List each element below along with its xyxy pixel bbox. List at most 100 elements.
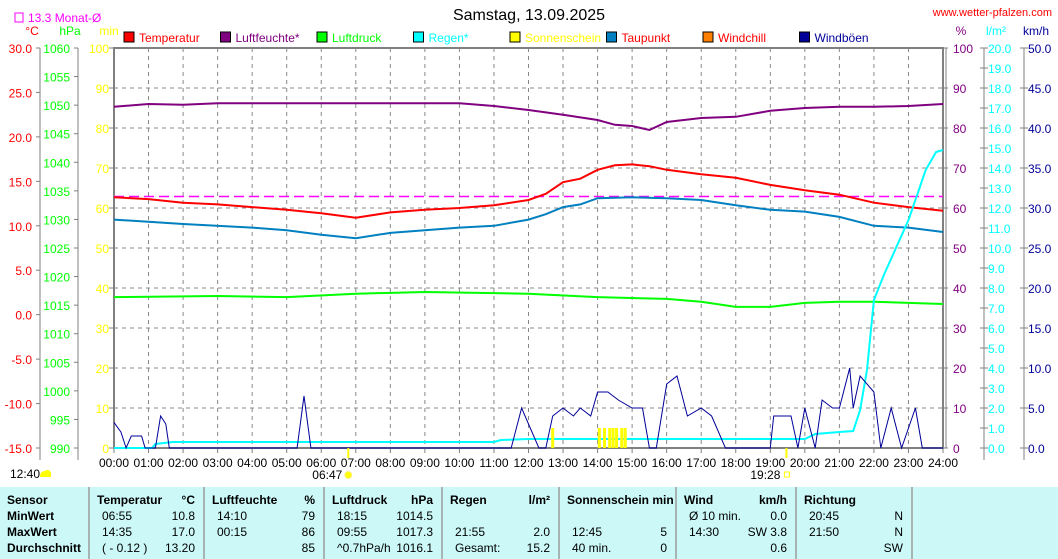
temp-time: ( - 0.12 ) xyxy=(102,541,148,555)
x-tick-label: 14:00 xyxy=(583,456,613,470)
wind-value: 0.6 xyxy=(770,541,787,555)
press-value: 1014.5 xyxy=(396,509,433,523)
x-tick-label: 19:00 xyxy=(755,456,785,470)
moon-icon xyxy=(783,471,790,478)
axis-tick-label-rain: 10.0 xyxy=(988,242,1012,256)
series-line-luftfeuchte xyxy=(113,102,944,132)
col-empty xyxy=(913,487,1058,559)
wind-time: Ø 10 min. xyxy=(689,509,742,523)
statistics-table: Sensor MinWert MaxWert Durchschnitt Temp… xyxy=(0,487,1058,559)
axis-tick-label-min: 90 xyxy=(96,82,110,96)
dir-value: N xyxy=(894,509,903,523)
cloud-icon xyxy=(40,469,51,477)
x-tick-label: 17:00 xyxy=(686,456,716,470)
axis-tick-label-hpa: 1060 xyxy=(43,42,70,56)
legend-label: Temperatur xyxy=(139,31,200,45)
axis-tick-label-kmh: 0.0 xyxy=(1028,442,1045,456)
axis-unit-rain: l/m² xyxy=(986,24,1006,38)
axis-tick-label-rain: 0.0 xyxy=(988,442,1005,456)
header-hum-unit: % xyxy=(304,493,315,507)
axis-tick-label-rain: 4.0 xyxy=(988,362,1005,376)
sunshine-bar xyxy=(551,428,555,448)
rain-value: 2.0 xyxy=(533,525,550,539)
axis-tick-label-percent: 20 xyxy=(953,362,967,376)
col-wind: Wind km/h Ø 10 min. 0.0 14:30 SW 3.8 0.6 xyxy=(677,487,797,559)
dir-value: N xyxy=(894,525,903,539)
sun-icon xyxy=(344,471,353,479)
col-hum: Luftfeuchte% 14:10 79 00:15 86 85 xyxy=(205,487,325,559)
axis-tick-label-rain: 19.0 xyxy=(988,62,1012,76)
series-line-windböen xyxy=(113,367,943,450)
axis-tick-label-celsius: 30.0 xyxy=(9,42,33,56)
axis-tick-label-percent: 50 xyxy=(953,242,967,256)
series-line-luftdruck xyxy=(113,290,944,308)
legend-swatch xyxy=(509,31,521,43)
sun-time: 40 min. xyxy=(572,541,612,555)
header-rain-unit: l/m² xyxy=(528,493,550,507)
sun-value: 5 xyxy=(660,525,667,539)
axis-tick-label-celsius: 10.0 xyxy=(9,220,33,234)
axis-tick-label-hpa: 1040 xyxy=(43,156,70,170)
hum-value: 85 xyxy=(301,541,315,555)
sunset-time: 19:28 xyxy=(750,468,780,482)
sunshine-bar xyxy=(597,428,601,448)
rain-time: 21:55 xyxy=(455,525,486,539)
press-time: ^0.7hPa/h xyxy=(337,541,391,555)
wind-value: 0.0 xyxy=(770,509,787,523)
temp-value: 17.0 xyxy=(171,525,195,539)
axis-tick-label-kmh: 25.0 xyxy=(1028,242,1052,256)
axis-tick-label-kmh: 5.0 xyxy=(1028,402,1045,416)
axis-tick-label-hpa: 1055 xyxy=(43,71,70,85)
sunshine-bar xyxy=(608,428,612,448)
rain-value: 15.2 xyxy=(526,541,550,555)
legend-swatch xyxy=(702,31,714,43)
hum-time: 00:15 xyxy=(217,525,248,539)
axis-tick-label-rain: 7.0 xyxy=(988,302,1005,316)
hum-value: 86 xyxy=(301,525,315,539)
weather-chart: Samstag, 13.09.2025 www.wetter-pfalzen.co… xyxy=(5,7,1052,482)
header-rain: Regen xyxy=(450,493,487,507)
x-tick-label: 11:00 xyxy=(479,456,508,470)
site-url: www.wetter-pfalzen.com xyxy=(932,7,1052,19)
axis-tick-label-kmh: 10.0 xyxy=(1028,362,1052,376)
axis-unit-kmh: km/h xyxy=(1023,24,1049,38)
axis-tick-label-min: 40 xyxy=(96,282,110,296)
axis-tick-label-rain: 11.0 xyxy=(988,222,1011,236)
axis-tick-label-rain: 14.0 xyxy=(988,162,1012,176)
sunshine-bar xyxy=(615,428,619,448)
x-tick-label: 24:00 xyxy=(928,456,958,470)
cloud-time: 12:40 xyxy=(10,467,40,481)
axis-tick-label-percent: 0 xyxy=(953,442,960,456)
legend-swatch xyxy=(413,31,424,43)
sunrise-time: 06:47 xyxy=(312,468,342,482)
axis-tick-label-rain: 9.0 xyxy=(988,262,1005,276)
sunshine-bar xyxy=(623,428,627,448)
header-temp: Temperatur xyxy=(97,493,163,507)
axis-tick-label-hpa: 1025 xyxy=(43,242,70,256)
x-tick-label: 16:00 xyxy=(652,456,682,470)
sunshine-bar xyxy=(602,428,606,448)
axis-tick-label-percent: 100 xyxy=(953,42,973,56)
axis-tick-label-rain: 18.0 xyxy=(988,82,1012,96)
x-tick-label: 01:00 xyxy=(134,456,164,470)
x-tick-label: 12:00 xyxy=(513,456,543,470)
axis-tick-label-kmh: 15.0 xyxy=(1028,322,1052,336)
wind-value: SW 3.8 xyxy=(747,525,787,539)
series-line-taupunkt xyxy=(113,196,944,240)
axis-tick-label-hpa: 1015 xyxy=(43,299,70,313)
sunshine-bar xyxy=(620,428,624,448)
axis-tick-label-min: 30 xyxy=(96,322,110,336)
chart-title: Samstag, 13.09.2025 xyxy=(453,7,605,24)
axis-tick-label-kmh: 35.0 xyxy=(1028,162,1052,176)
axis-unit-hpa: hPa xyxy=(59,24,81,38)
wind-time: 14:30 xyxy=(689,525,720,539)
dir-time: 20:45 xyxy=(809,509,840,523)
axis-tick-label-kmh: 45.0 xyxy=(1028,82,1052,96)
axis-tick-label-rain: 15.0 xyxy=(988,142,1012,156)
header-press-unit: hPa xyxy=(410,493,433,507)
axis-tick-label-min: 20 xyxy=(96,362,110,376)
legend-label: Windböen xyxy=(815,31,869,45)
x-tick-label: 22:00 xyxy=(859,456,889,470)
legend-swatch xyxy=(316,31,328,43)
row-label-max: MaxWert xyxy=(7,525,57,539)
